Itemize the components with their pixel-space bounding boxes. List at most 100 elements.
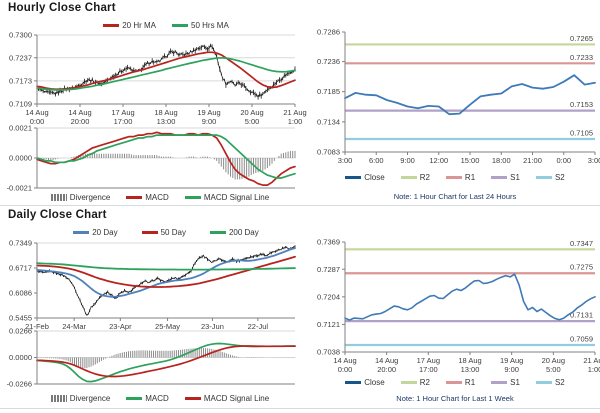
bars-swatch (50, 194, 67, 201)
legend-item-divergence: Divergence (50, 193, 110, 202)
legend-label: Divergence (69, 394, 111, 403)
y-tick-label: 0.7083 (317, 148, 340, 157)
x-tick-label: 15:00 (461, 156, 480, 165)
y-tick-label: -0.0266 (7, 380, 32, 389)
y-tick-label: 0.7173 (9, 76, 32, 85)
legend-label: 20 Hr MA (122, 21, 156, 30)
x-tick-label: 1:00 (588, 365, 600, 374)
line-swatch (400, 381, 417, 384)
x-tick-label: 0:00 (338, 365, 353, 374)
x-tick-label: 20 Aug (240, 108, 263, 117)
y-tick-label: 0.7185 (317, 87, 340, 96)
line-swatch (126, 196, 143, 199)
line-swatch (491, 176, 508, 179)
legend-item-macd: MACD (126, 193, 169, 202)
bars-swatch (50, 395, 67, 402)
x-tick-label: 22-Jul (248, 322, 269, 331)
x-tick-label: 0:00 (30, 117, 45, 126)
x-tick-label: 14 Aug (25, 108, 48, 117)
y-tick-label: 0.7287 (317, 265, 340, 274)
x-tick-label: 3:00 (588, 156, 600, 165)
legend-label: R1 (464, 378, 476, 387)
y-tick-label: 0.7121 (317, 320, 340, 329)
daily-section-title: Daily Close Chart (8, 209, 107, 221)
line-swatch (73, 231, 90, 234)
legend-item-r1: R1 (445, 173, 475, 182)
pivot-label-r2: 0.7265 (570, 34, 593, 43)
x-tick-label: 5:00 (245, 117, 260, 126)
x-tick-label: 18 Aug (154, 108, 177, 117)
hourly-pivot-legend: Close R2 R1 S1 S2 (330, 173, 580, 182)
line-swatch (535, 176, 552, 179)
daily-pivot-chart: 0.7347 0.7275 0.7131 0.7059 0.7369 0.7287 0.72… (317, 238, 600, 375)
y-tick-label: -0.0021 (7, 184, 32, 193)
x-tick-label: 9:00 (504, 365, 519, 374)
line-swatch (172, 24, 188, 27)
x-tick-label: 24-Mar (62, 322, 86, 331)
legend-item-r1: R1 (445, 378, 476, 387)
pivot-label-s1: 0.7153 (570, 100, 593, 109)
y-tick-label: 0.5455 (9, 314, 32, 323)
x-tick-label: 0:00 (556, 156, 571, 165)
legend-item-macd-signal-line: MACD Signal Line (184, 394, 269, 403)
x-tick-label: 21 Aug (283, 108, 306, 117)
legend-item-s2: S2 (535, 378, 565, 387)
x-tick-label: 20:00 (71, 117, 90, 126)
x-tick-label: 17 Aug (417, 356, 440, 365)
x-tick-label: 3:00 (338, 156, 353, 165)
y-tick-label: 0.0266 (9, 327, 32, 336)
series-macd (36, 342, 296, 383)
hourly-section-title: Hourly Close Chart (8, 2, 116, 14)
line-swatch (445, 176, 462, 179)
x-tick-label: 19 Aug (500, 356, 523, 365)
line-swatch (103, 24, 120, 27)
y-tick-label: 0.7134 (317, 117, 340, 126)
y-tick-label: 0.6717 (9, 264, 32, 273)
legend-label: S1 (510, 173, 520, 182)
x-tick-label: 21 Aug (583, 356, 600, 365)
legend-label: 50 Hrs MA (191, 21, 229, 30)
pivot-label-r1: 0.7275 (570, 263, 593, 272)
line-swatch (345, 176, 362, 179)
legend-item-close: Close (345, 378, 385, 387)
series-macd (36, 131, 296, 186)
y-tick-label: 0.7286 (317, 28, 340, 37)
x-tick-label: 21:00 (523, 156, 542, 165)
x-tick-label: 17 Aug (111, 108, 134, 117)
line-swatch (184, 397, 201, 400)
legend-item-200-day: 200 Day (209, 228, 259, 237)
bottom-divider (0, 408, 600, 409)
legend-label: Close (364, 173, 385, 182)
x-tick-label: 6:00 (369, 156, 384, 165)
legend-label: MACD Signal Line (203, 193, 270, 202)
y-tick-label: 0.0000 (9, 154, 32, 163)
y-tick-label: 0.7349 (9, 239, 32, 248)
legend-label: S2 (554, 378, 565, 387)
legend-label: 50 Day (160, 228, 186, 237)
series-price-bars (36, 245, 296, 316)
y-tick-label: 0.7109 (9, 100, 32, 109)
series-20-day (36, 247, 296, 298)
legend-item-divergence: Divergence (50, 394, 111, 403)
series-macd-signal-line (36, 345, 296, 378)
legend-item-50-hrs-ma: 50 Hrs MA (172, 21, 229, 30)
legend-label: S2 (554, 173, 565, 182)
hourly-macd-chart: 0.0021 0.0000 -0.0021 (7, 124, 296, 193)
y-tick-label: 0.7038 (317, 348, 340, 357)
daily-macd-chart: 0.0266 0.0000 -0.0266 (7, 327, 296, 389)
y-tick-label: 0.7369 (317, 238, 340, 247)
x-tick-label: 20 Aug (542, 356, 565, 365)
x-tick-label: 20:00 (377, 365, 396, 374)
hourly-pivot-note: Note: 1 Hour Chart for Last 24 Hours (393, 192, 517, 201)
pivot-label-r2: 0.7347 (570, 239, 593, 248)
legend-item-macd-signal-line: MACD Signal Line (184, 193, 270, 202)
x-tick-label: 17:00 (419, 365, 438, 374)
y-tick-label: 0.7204 (317, 292, 340, 301)
legend-item-r2: R2 (400, 173, 430, 182)
series-close (344, 273, 596, 321)
x-tick-label: 18:00 (492, 156, 511, 165)
x-tick-label: 14 Aug (333, 356, 356, 365)
legend-label: R2 (419, 378, 430, 387)
